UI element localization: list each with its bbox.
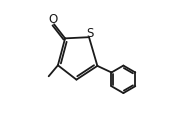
Text: S: S (86, 27, 94, 40)
Text: O: O (49, 13, 58, 26)
